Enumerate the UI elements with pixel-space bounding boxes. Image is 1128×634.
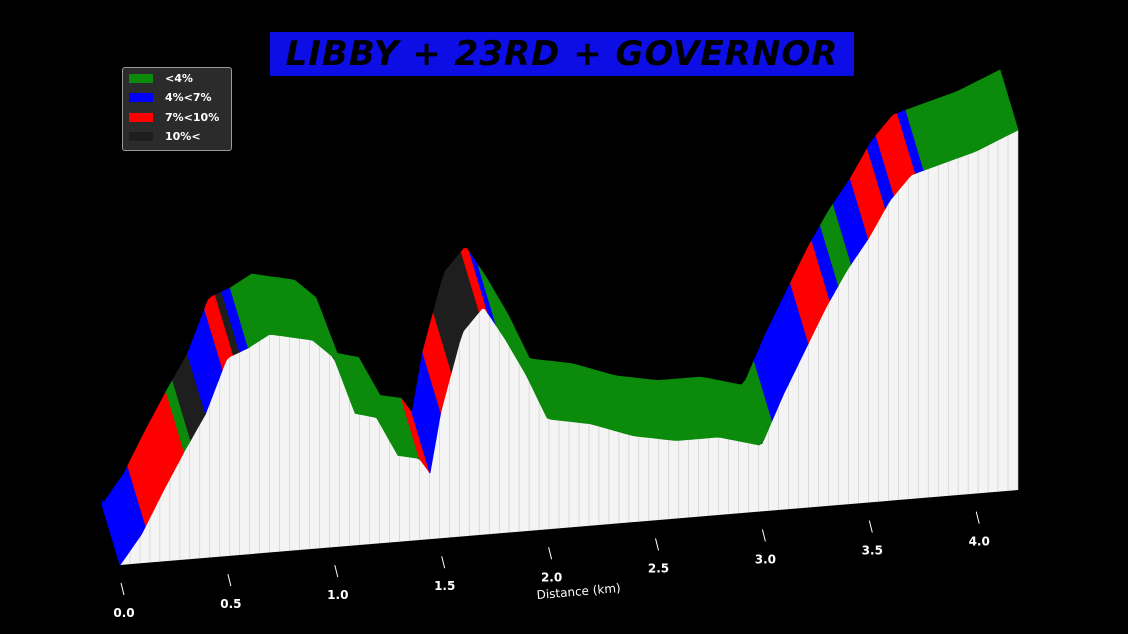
x-tick <box>120 582 125 596</box>
legend-label-7-10: 7%<10% <box>165 111 220 124</box>
x-tick-label: 2.0 <box>541 570 562 584</box>
x-tick <box>548 547 553 560</box>
x-tick-label: 0.5 <box>220 597 241 611</box>
legend-swatch-10plus <box>129 132 153 141</box>
x-tick-label: 0.0 <box>113 606 134 620</box>
legend-swatch-4-7 <box>129 93 153 102</box>
gradient-segment <box>905 69 1019 171</box>
x-tick <box>975 511 980 524</box>
legend: <4% 4%<7% 7%<10% 10%< <box>122 67 232 151</box>
chart-title: LIBBY + 23RD + GOVERNOR <box>285 34 839 74</box>
x-tick-label: 2.5 <box>648 561 669 575</box>
legend-label-4-7: 4%<7% <box>165 91 212 104</box>
x-tick-label: 3.5 <box>862 544 883 558</box>
x-tick-label: 4.0 <box>969 535 990 549</box>
legend-swatch-lt4 <box>129 74 153 83</box>
x-tick <box>655 538 659 551</box>
profile-base-area <box>120 130 1019 565</box>
x-tick <box>868 520 873 533</box>
x-tick <box>227 573 232 587</box>
legend-label-lt4: <4% <box>165 72 193 85</box>
legend-swatch-7-10 <box>129 113 153 122</box>
title-banner <box>270 32 854 76</box>
x-tick-label: 1.0 <box>327 588 348 602</box>
start-edge <box>102 499 120 565</box>
x-tick <box>334 564 339 578</box>
legend-label-10plus: 10%< <box>165 130 201 143</box>
x-tick <box>761 529 766 542</box>
x-tick-label: 3.0 <box>755 552 776 566</box>
profile-front-face <box>120 130 1018 565</box>
gradient-segments <box>101 69 1019 566</box>
x-tick-label: 1.5 <box>434 579 455 593</box>
x-tick <box>441 556 446 569</box>
